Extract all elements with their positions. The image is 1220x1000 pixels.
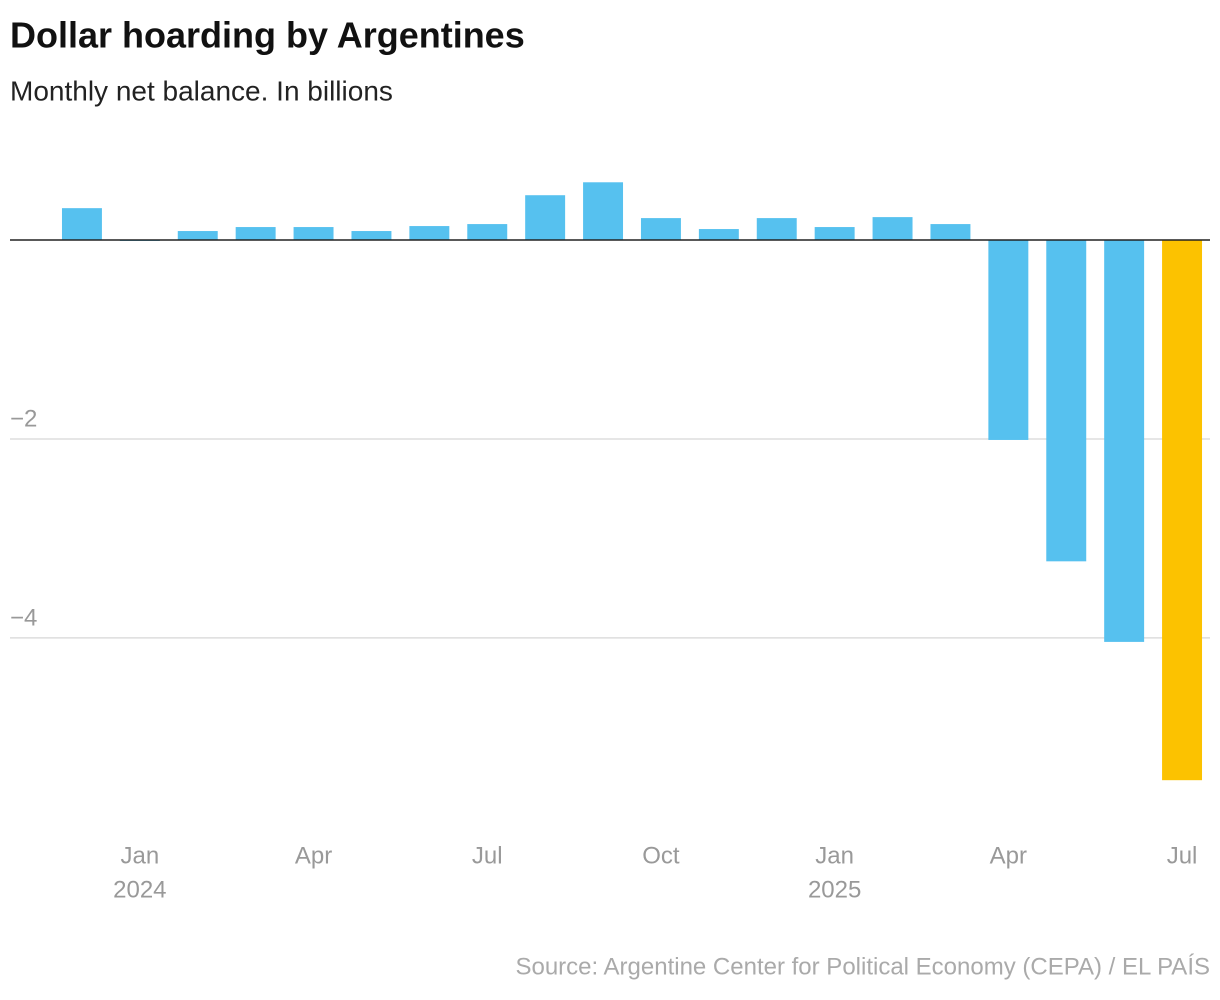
bar <box>61 208 102 240</box>
bar <box>814 227 855 240</box>
x-tick-label: Apr <box>990 842 1027 869</box>
bar <box>235 227 276 240</box>
bar <box>293 227 334 240</box>
source-note: Source: Argentine Center for Political E… <box>515 953 1210 980</box>
bar <box>409 226 450 240</box>
bar <box>177 231 218 240</box>
x-year-label: 2024 <box>113 876 166 903</box>
x-tick-label: Jul <box>472 842 503 869</box>
bar <box>1104 239 1145 642</box>
bar <box>1162 239 1203 781</box>
x-tick-label: Jan <box>815 842 854 869</box>
chart-title: Dollar hoarding by Argentines <box>10 15 525 56</box>
x-tick-label: Jan <box>120 842 159 869</box>
bar <box>640 218 681 240</box>
x-tick-label: Jul <box>1167 842 1198 869</box>
x-tick-label: Oct <box>642 842 680 869</box>
bar <box>525 195 566 240</box>
y-tick-label: −2 <box>10 405 37 432</box>
bar <box>988 239 1029 440</box>
bar <box>756 218 797 240</box>
bar <box>351 231 392 240</box>
chart-subtitle: Monthly net balance. In billions <box>10 75 393 106</box>
bar <box>872 217 913 240</box>
x-year-label: 2025 <box>808 876 861 903</box>
bar <box>698 229 739 240</box>
bar <box>583 182 624 240</box>
y-tick-label: −4 <box>10 604 37 631</box>
bar <box>930 224 971 240</box>
x-tick-label: Apr <box>295 842 332 869</box>
bar <box>467 224 508 240</box>
bar <box>1046 239 1087 562</box>
